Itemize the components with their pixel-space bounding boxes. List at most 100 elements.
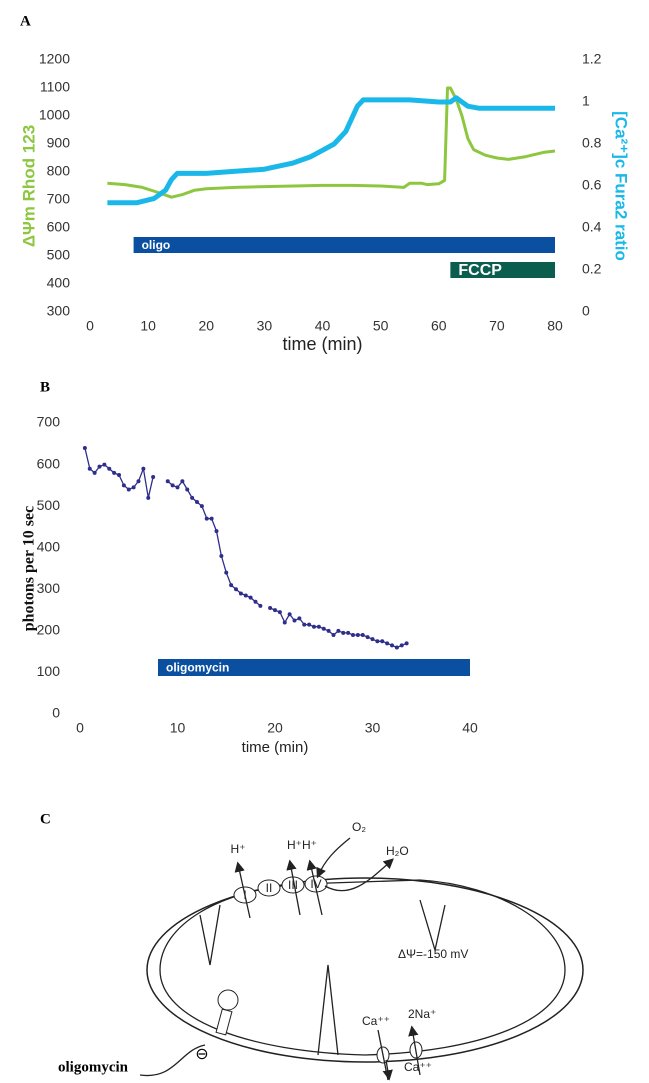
data-point [121,483,126,488]
x-tick-label: 50 [373,318,389,334]
treatment-label: oligo [142,238,171,252]
data-point [180,479,185,484]
data-point [316,624,321,629]
data-point [141,466,146,471]
data-point [87,466,92,471]
data-point [131,485,136,490]
x-tick-label: 0 [76,720,84,736]
data-point [282,620,287,625]
crista [419,899,446,953]
y-tick-label: 700 [47,191,71,207]
calcium-label: Ca⁺⁺ [362,1014,390,1028]
x-tick-label: 20 [267,720,283,736]
complex-label: III [288,878,298,892]
data-point [117,472,121,477]
complexes: I II III IV [233,875,328,904]
complex [257,879,281,897]
data-point [331,633,336,638]
water-arrow [324,858,394,892]
data-point [199,504,204,509]
y-tick-label: 1000 [39,107,70,123]
data-point [234,587,238,592]
data-line [107,86,556,199]
proton-label: H⁺H⁺ [287,838,317,852]
complex-label: IV [310,877,321,891]
mitochondrion-diagram: C I II III IV H⁺ H⁺H⁺ O₂ H₂O ΔΨ=-150 mV … [40,811,584,1081]
crista [317,964,339,1056]
data-point [365,635,370,640]
data-point [185,487,190,492]
data-point [341,630,346,635]
data-point [214,529,219,534]
treatment-bar [158,659,470,676]
data-point [190,495,195,500]
y-tick-label: 1100 [40,79,70,95]
data-point [151,475,156,480]
y2-tick-label: 0.4 [582,219,602,235]
complex [304,875,328,893]
y-tick-label: 600 [37,455,61,471]
data-point [292,618,297,623]
data-point [273,608,277,613]
x-axis-label: time (min) [242,739,309,756]
data-point [97,464,102,469]
calcium-arrow [382,1059,393,1081]
panel-label: A [20,13,31,29]
data-point [302,622,307,627]
y-tick-label: 300 [47,303,71,319]
treatment-bar [450,262,555,278]
data-point [390,643,394,648]
y2-tick-label: 0.8 [582,135,602,151]
y2-tick-label: 1.2 [582,51,602,67]
data-point [209,516,214,521]
data-point [92,470,97,475]
x-tick-label: 10 [170,720,186,736]
y-tick-label: 1200 [39,51,70,67]
data-point [351,633,355,638]
x-tick-label: 20 [198,318,214,334]
y-tick-label: 500 [47,247,71,263]
calcium-out-label: Ca⁺⁺ [404,1060,432,1074]
x-tick-label: 70 [489,318,505,334]
data-point [219,554,224,559]
data-point [102,462,107,467]
data-point [404,641,409,646]
data-point [126,487,131,492]
sodium-arrow [408,1025,421,1076]
inhibitor-arrow [139,1044,206,1077]
data-line [107,95,555,206]
oxygen-arrow [316,837,351,879]
atp-synthase-head [217,989,239,1011]
water-label: H₂O [386,844,409,858]
inhibitor-label: oligomycin [58,1059,129,1075]
data-point [336,628,341,633]
data-point [229,583,234,588]
y-tick-label: 100 [37,663,61,679]
atp-synthase-stalk [215,1008,233,1036]
oxygen-label: O₂ [352,820,366,834]
data-point [326,628,331,633]
data-point [312,624,316,629]
data-point [346,630,351,635]
panel-label: C [40,811,51,827]
inhibition-sign: ⊖ [195,1046,208,1063]
treatment-label: oligomycin [166,661,229,675]
proton-arrow [306,859,323,916]
data-point [258,603,263,608]
y-tick-label: 700 [37,414,61,430]
x-tick-label: 30 [365,720,381,736]
data-point [165,479,170,484]
data-point [321,626,326,631]
data-point [287,612,292,617]
proton-arrow [234,861,251,919]
y-tick-label: 400 [47,275,71,291]
data-point [195,499,199,504]
data-point [380,639,385,644]
treatment-label: FCCP [458,262,502,279]
y-tick-label: 900 [47,135,71,151]
y-tick-label: 800 [47,163,71,179]
y2-tick-label: 0.6 [582,177,602,193]
data-line [84,447,407,649]
data-point [107,466,112,471]
